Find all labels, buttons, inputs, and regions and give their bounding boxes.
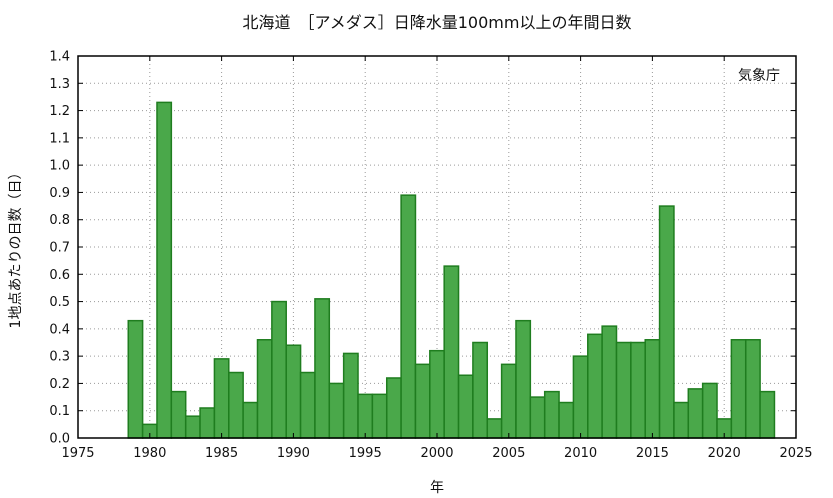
- bar-2021: [730, 339, 747, 439]
- x-tick-label: 1990: [277, 446, 310, 461]
- bar-2003: [472, 341, 489, 439]
- y-tick-label: 0.4: [49, 322, 70, 337]
- bar-1994: [342, 352, 359, 439]
- y-tick-label: 1.3: [49, 77, 70, 92]
- bar-1986: [228, 371, 244, 439]
- bar-2001: [443, 265, 460, 439]
- bar-1984: [199, 407, 216, 439]
- y-tick-label: 0.7: [49, 241, 70, 256]
- bar-2013: [615, 341, 632, 439]
- bar-2002: [457, 374, 474, 439]
- bar-1982: [170, 390, 187, 439]
- y-tick-label: 1.0: [49, 159, 70, 174]
- bar-1991: [299, 371, 316, 439]
- y-tick-label: 0.2: [49, 377, 70, 392]
- bar-1995: [357, 393, 374, 439]
- y-tick-label: 1.1: [49, 131, 70, 146]
- x-tick-label: 1975: [61, 446, 94, 461]
- bar-1985: [213, 358, 230, 439]
- y-axis-label: 1地点あたりの日数（日）: [8, 166, 24, 329]
- x-tick-label: 2010: [564, 446, 597, 461]
- bar-2016: [658, 205, 675, 439]
- bar-2022: [744, 339, 761, 439]
- bar-2008: [543, 390, 560, 439]
- bar-2010: [572, 355, 589, 439]
- y-tick-label: 1.2: [49, 104, 70, 119]
- x-tick-label: 1980: [133, 446, 166, 461]
- bar-1993: [328, 382, 345, 439]
- y-tick-label: 0.5: [49, 295, 70, 310]
- bar-1987: [242, 401, 259, 439]
- bar-1988: [256, 339, 273, 439]
- bar-1997: [385, 377, 402, 439]
- bar-2000: [429, 349, 445, 439]
- bars: [127, 101, 776, 439]
- bar-1990: [285, 344, 302, 439]
- x-tick-label: 1995: [349, 446, 382, 461]
- y-tick-label: 0.9: [49, 186, 70, 201]
- bar-1996: [371, 393, 388, 439]
- bar-2018: [687, 388, 704, 439]
- bar-2015: [644, 339, 661, 439]
- x-tick-label: 2015: [636, 446, 669, 461]
- bar-2014: [630, 341, 646, 439]
- bar-2012: [601, 325, 618, 439]
- y-tick-label: 0.6: [49, 268, 70, 283]
- bar-2006: [515, 319, 532, 439]
- y-tick-label: 1.4: [49, 50, 70, 65]
- bar-2011: [587, 333, 603, 439]
- y-tick-label: 0.3: [49, 350, 70, 365]
- x-tick-label: 2000: [420, 446, 453, 461]
- x-tick-label: 1985: [205, 446, 238, 461]
- bar-2017: [673, 401, 690, 439]
- bar-1979: [127, 319, 144, 439]
- bar-2023: [759, 390, 776, 439]
- bar-2009: [558, 401, 575, 439]
- y-tick-label: 0.1: [49, 404, 70, 419]
- x-tick-label: 2020: [708, 446, 741, 461]
- bar-2004: [486, 418, 503, 439]
- bar-1999: [414, 363, 431, 439]
- bar-2007: [529, 396, 546, 439]
- chart-title: 北海道 ［アメダス］日降水量100mm以上の年間日数: [243, 13, 632, 32]
- credit-label: 気象庁: [738, 68, 780, 84]
- x-tick-label: 2005: [492, 446, 525, 461]
- y-tick-labels: 0.0 0.1 0.2 0.3 0.4 0.5 0.6 0.7 0.8 0.9 1.0 1.1 1.2 1…: [49, 50, 796, 447]
- x-tick-label: 2025: [779, 446, 812, 461]
- x-axis-label: 年: [430, 480, 444, 496]
- bar-2005: [500, 363, 517, 439]
- bar-1998: [400, 194, 417, 439]
- y-tick-label: 0.8: [49, 213, 70, 228]
- y-tick-label: 0.0: [49, 432, 70, 447]
- bar-1989: [271, 300, 287, 439]
- bar-2019: [701, 382, 718, 439]
- bar-1983: [184, 415, 201, 439]
- bar-1992: [314, 298, 331, 439]
- x-tick-labels: 1975 1980 1985 1990 1995 2000 2005 2010 2015 2020…: [61, 56, 813, 461]
- bar-1981: [156, 101, 173, 439]
